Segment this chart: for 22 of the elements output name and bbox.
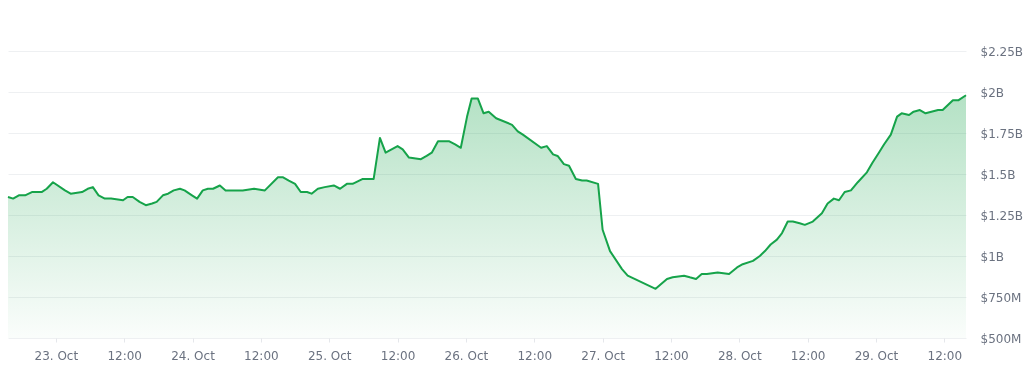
y-tick-label: $1.75B: [980, 126, 1024, 141]
x-tick-label: 29. Oct: [854, 348, 899, 363]
y-tick-label: $500M: [980, 331, 1022, 346]
x-tick-label: 12:00: [790, 348, 826, 363]
x-tick-label: 28. Oct: [717, 348, 762, 363]
y-tick-label: $1.25B: [980, 208, 1024, 223]
y-tick-label: $2B: [980, 85, 1005, 100]
x-tick-label: 23. Oct: [34, 348, 79, 363]
y-tick-label: $1.5B: [980, 167, 1016, 182]
x-tick-label: 12:00: [927, 348, 963, 363]
x-tick-label: 12:00: [380, 348, 416, 363]
x-tick-label: 24. Oct: [171, 348, 216, 363]
x-tick-label: 12:00: [517, 348, 553, 363]
y-tick-label: $2.25B: [980, 44, 1024, 59]
x-tick-label: 25. Oct: [307, 348, 352, 363]
x-tick-label: 12:00: [654, 348, 689, 363]
x-tick-label: 27. Oct: [581, 348, 626, 363]
y-tick-label: $1B: [980, 249, 1005, 264]
x-tick-label: 12:00: [107, 348, 142, 363]
y-tick-label: $750M: [980, 290, 1022, 305]
x-tick-label: 26. Oct: [444, 348, 489, 363]
x-tick-label: 12:00: [244, 348, 279, 363]
